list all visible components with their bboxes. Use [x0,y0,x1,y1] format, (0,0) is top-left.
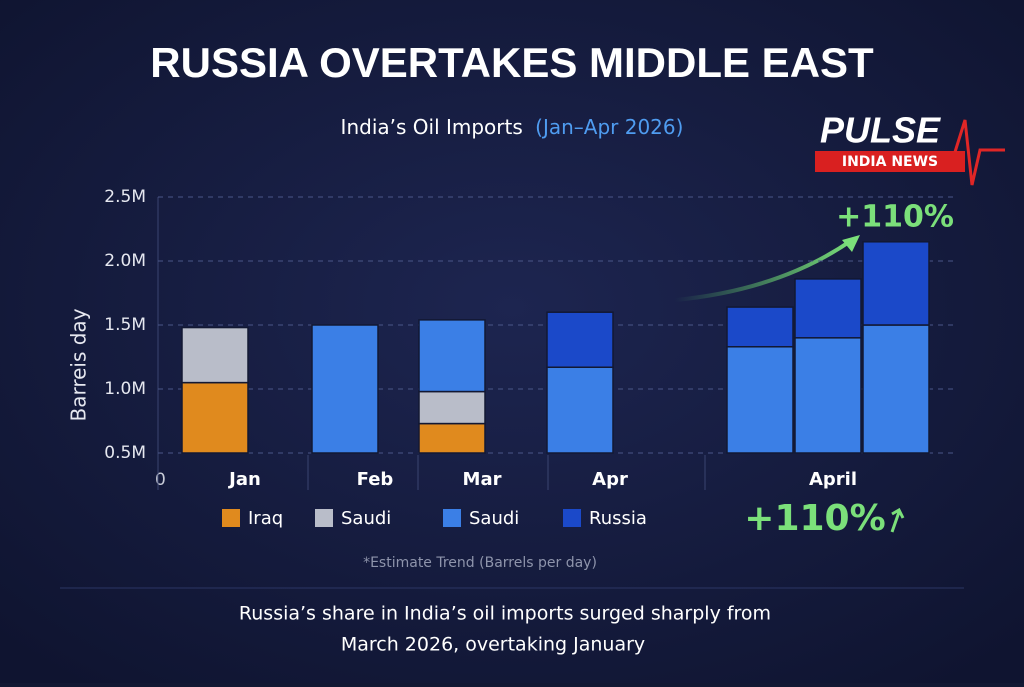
legend-swatch [315,509,333,527]
x-tick-label: Jan [227,469,261,490]
legend-swatch [443,509,461,527]
x-tick-label: April [809,469,857,490]
separators [157,197,706,490]
arrow-head [842,235,860,252]
x-tick-label: Apr [592,469,628,490]
legend-label: Russia [589,508,647,529]
bar-segment [862,241,930,326]
y-axis-label: Barreis day [67,308,91,421]
y-tick-label: 1.5M [104,315,146,335]
logo-band [815,151,965,172]
subtitle-text: India’s Oil Imports [341,115,523,139]
y-tick-label: 2.5M [104,187,146,207]
bar-segment [181,326,249,384]
annotation-top: +110% [836,200,954,235]
bar-segment [546,366,614,454]
logo-name: PULSE [820,110,941,151]
bar-segment [794,337,862,454]
annotation-arrow [890,507,905,533]
trend-arrow [674,238,854,302]
annotation-bottom: +110% [744,498,885,539]
caption-line: March 2026, overtaking January [341,634,645,656]
logo-tagline: INDIA NEWS [842,154,938,170]
legend-swatch [563,509,581,527]
legend-label: Saudi [469,508,519,529]
bar-segment [181,381,249,454]
legend-label: Iraq [248,508,283,529]
bar-segment [418,319,486,393]
chart-subtitle: India’s Oil Imports (Jan–Apr 2026) [341,115,684,139]
legend-swatch [222,509,240,527]
bar-segment [418,390,486,425]
x-tick-label: Mar [463,469,502,490]
bar-segment [726,346,794,454]
origin-label: 0 [155,470,166,490]
bar-segment [546,311,614,368]
y-tick-label: 0.5M [104,443,146,463]
y-tick-label: 2.0M [104,251,146,271]
bar-segment [311,324,379,454]
logo: PULSE INDIA NEWS [815,110,1005,186]
chart-title: RUSSIA OVERTAKES MIDDLE EAST [150,39,874,86]
bar-segment [862,324,930,454]
x-tick-label: Feb [357,469,394,490]
caption-line: Russia’s share in India’s oil imports su… [239,603,771,625]
subtitle-period: (Jan–Apr 2026) [535,115,683,139]
bar-segment [794,278,862,339]
y-tick-label: 1.0M [104,379,146,399]
bar-segment [418,422,486,454]
legend-label: Saudi [341,508,391,529]
bar-segment [726,306,794,348]
note: *Estimate Trend (Barrels per day) [363,555,597,571]
logo-pulse [953,119,1005,186]
